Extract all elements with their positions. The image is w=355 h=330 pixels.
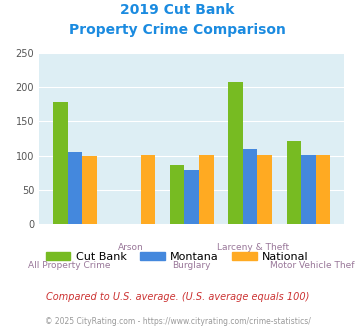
Bar — [199, 155, 214, 224]
Bar — [286, 141, 301, 224]
Text: Property Crime Comparison: Property Crime Comparison — [69, 23, 286, 37]
Bar — [82, 156, 97, 224]
Bar — [257, 155, 272, 224]
Legend: Cut Bank, Montana, National: Cut Bank, Montana, National — [42, 248, 313, 267]
Bar — [170, 165, 184, 224]
Bar — [228, 82, 243, 224]
Text: 2019 Cut Bank: 2019 Cut Bank — [120, 3, 235, 17]
Bar — [53, 102, 67, 224]
Bar — [301, 155, 316, 224]
Text: Motor Vehicle Theft: Motor Vehicle Theft — [270, 261, 355, 270]
Bar — [184, 170, 199, 224]
Text: Compared to U.S. average. (U.S. average equals 100): Compared to U.S. average. (U.S. average … — [46, 292, 309, 302]
Bar — [316, 155, 331, 224]
Text: Burglary: Burglary — [173, 261, 211, 270]
Bar — [141, 155, 155, 224]
Text: © 2025 CityRating.com - https://www.cityrating.com/crime-statistics/: © 2025 CityRating.com - https://www.city… — [45, 317, 310, 326]
Text: All Property Crime: All Property Crime — [28, 261, 111, 270]
Bar — [243, 149, 257, 224]
Text: Arson: Arson — [118, 243, 143, 251]
Bar — [67, 152, 82, 224]
Text: Larceny & Theft: Larceny & Theft — [217, 243, 289, 251]
